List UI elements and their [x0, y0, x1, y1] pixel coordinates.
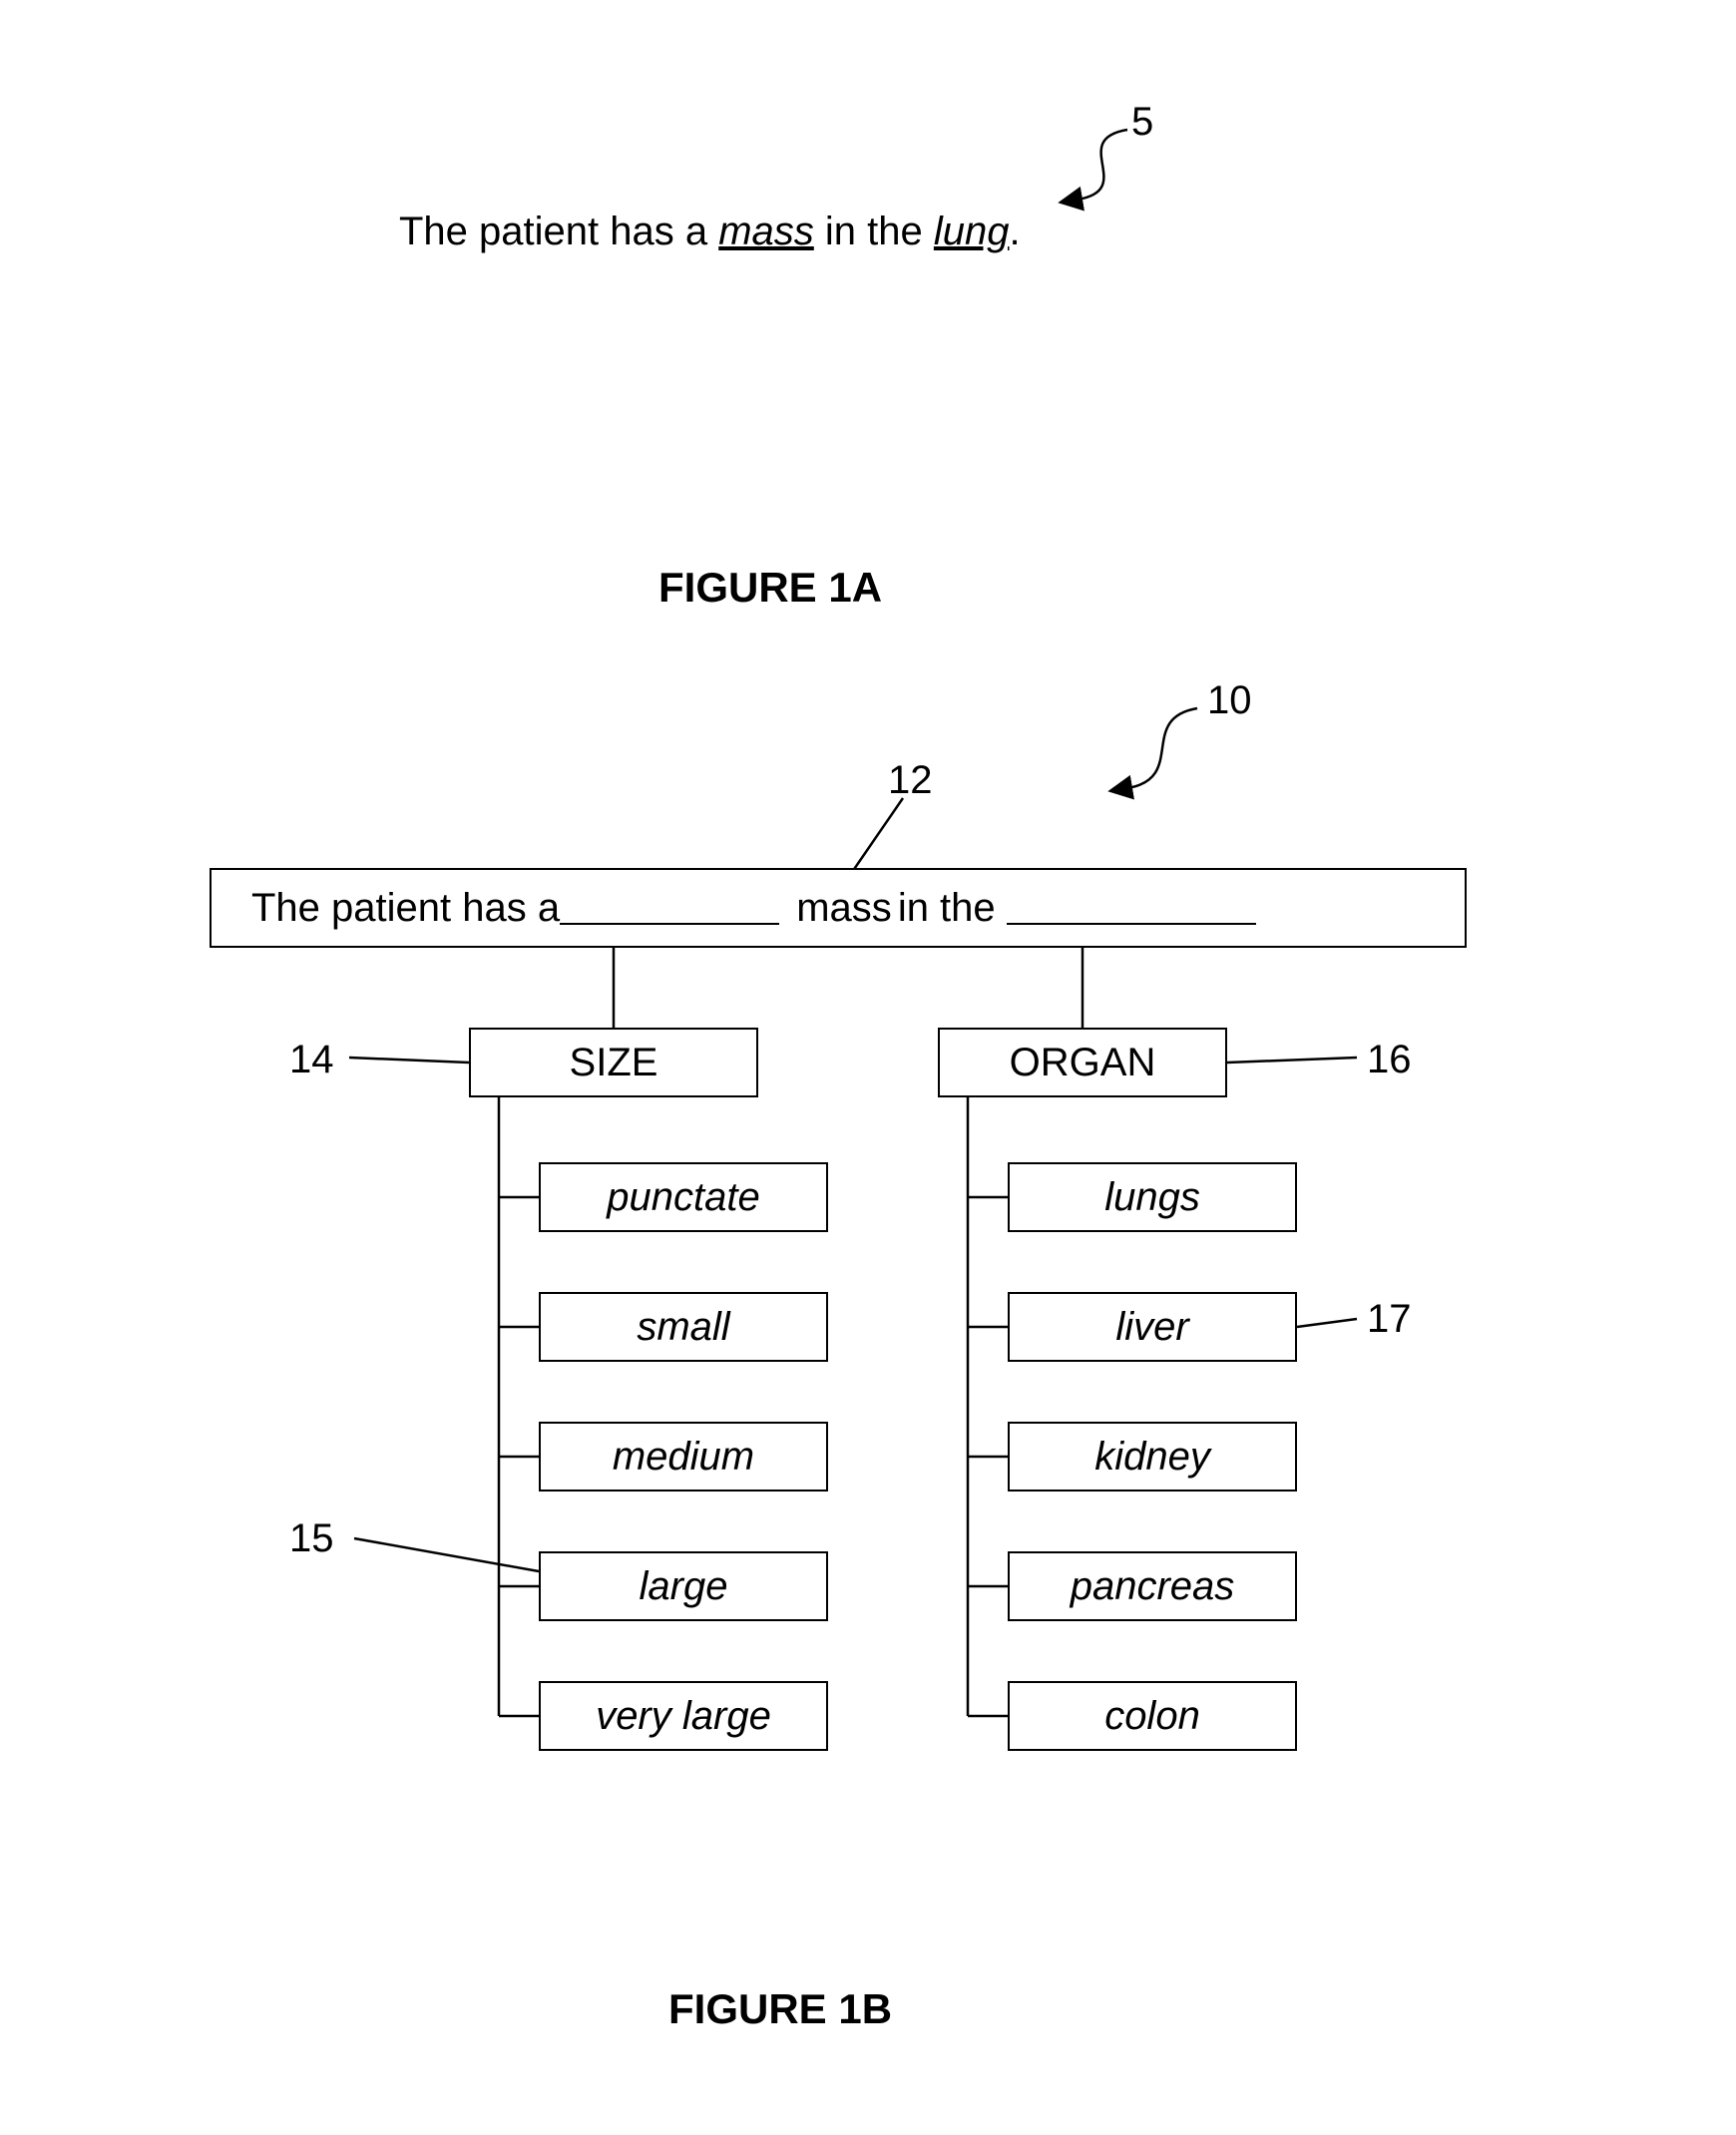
organ-option-label: pancreas: [1071, 1564, 1235, 1609]
size-option-label: punctate: [607, 1175, 759, 1220]
ref-label-5: 5: [1131, 100, 1153, 145]
ref-label-16-text: 16: [1367, 1038, 1412, 1081]
ref-label-16: 16: [1367, 1038, 1412, 1082]
ref-label-10: 10: [1207, 678, 1252, 723]
sentence-figure-a: The patient has a mass in the lung.: [399, 210, 1021, 254]
root-text-2: [779, 886, 790, 931]
root-text-3: in the: [898, 886, 1007, 931]
figure-1b-title: FIGURE 1B: [668, 1985, 892, 2033]
organ-option-pancreas: pancreas: [1008, 1551, 1297, 1621]
sentence-mass: mass: [718, 210, 814, 253]
ref-label-14: 14: [289, 1038, 334, 1082]
size-option-label: medium: [613, 1435, 754, 1480]
organ-option-label: lungs: [1104, 1175, 1200, 1220]
ref-label-17: 17: [1367, 1297, 1412, 1342]
ref-label-17-text: 17: [1367, 1297, 1412, 1341]
size-option-label: very large: [596, 1694, 771, 1739]
ref-label-15: 15: [289, 1516, 334, 1561]
diagram-canvas: 5 The patient has a mass in the lung. FI…: [0, 0, 1736, 2135]
ref-label-10-text: 10: [1207, 678, 1252, 722]
ref-label-12-text: 12: [888, 758, 933, 802]
organ-option-label: liver: [1115, 1305, 1188, 1350]
ref-label-14-text: 14: [289, 1038, 334, 1081]
size-option-large: large: [539, 1551, 828, 1621]
organ-option-label: colon: [1104, 1694, 1200, 1739]
size-option-punctate: punctate: [539, 1162, 828, 1232]
sentence-part-1: The patient has a: [399, 210, 718, 253]
organ-category-box: ORGAN: [938, 1028, 1227, 1097]
size-category-label: SIZE: [570, 1041, 658, 1085]
connector-layer: [0, 0, 1736, 2135]
organ-blank: [1007, 883, 1256, 925]
size-option-label: large: [640, 1564, 728, 1609]
ref-label-15-text: 15: [289, 1516, 334, 1560]
organ-option-label: kidney: [1094, 1435, 1210, 1480]
ref-label-12: 12: [888, 758, 933, 803]
figure-1a-title: FIGURE 1A: [658, 564, 882, 612]
size-category-box: SIZE: [469, 1028, 758, 1097]
template-sentence-box: The patient has a mass in the: [210, 868, 1467, 948]
sentence-part-5: .: [1010, 210, 1021, 253]
organ-category-label: ORGAN: [1010, 1041, 1156, 1085]
organ-option-colon: colon: [1008, 1681, 1297, 1751]
sentence-lung: lung: [934, 210, 1010, 253]
organ-option-kidney: kidney: [1008, 1422, 1297, 1492]
size-option-small: small: [539, 1292, 828, 1362]
sentence-part-3: in the: [814, 210, 934, 253]
ref-label-5-text: 5: [1131, 100, 1153, 144]
root-text-1: The patient has a: [251, 886, 560, 931]
figure-1a-title-text: FIGURE 1A: [658, 564, 882, 611]
size-option-label: small: [637, 1305, 729, 1350]
root-mass-word: mass: [796, 886, 892, 931]
size-option-very-large: very large: [539, 1681, 828, 1751]
size-option-medium: medium: [539, 1422, 828, 1492]
size-blank: [560, 883, 779, 925]
organ-option-liver: liver: [1008, 1292, 1297, 1362]
organ-option-lungs: lungs: [1008, 1162, 1297, 1232]
figure-1b-title-text: FIGURE 1B: [668, 1985, 892, 2032]
